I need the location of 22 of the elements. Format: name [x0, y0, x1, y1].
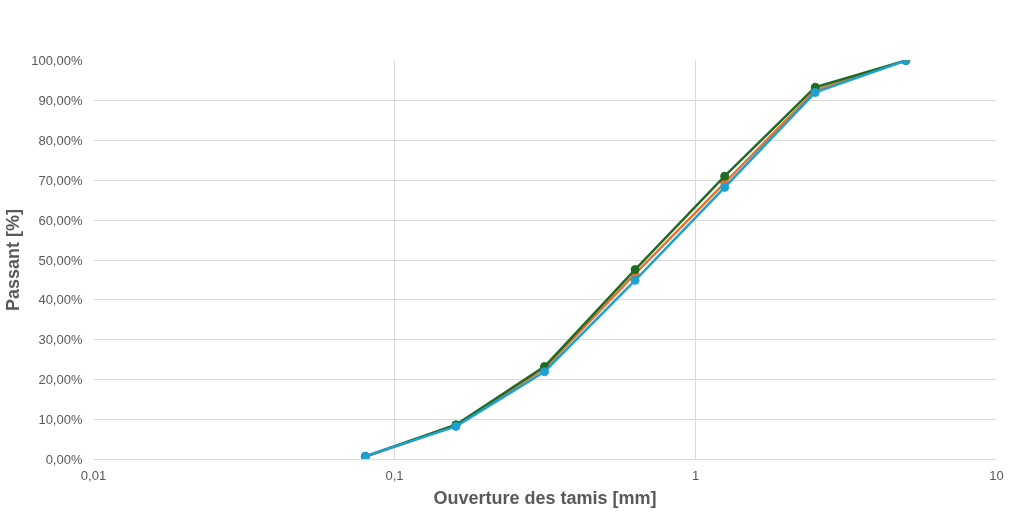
x-tick-label: 0,1 [385, 467, 404, 483]
point [720, 171, 730, 181]
y-tick-label: 0,00% [45, 452, 83, 467]
point [630, 265, 640, 275]
point [630, 275, 640, 285]
x-tick-label: 10 [989, 467, 1004, 483]
x-tick-label: 1 [691, 467, 700, 483]
y-tick-label: 60,00% [38, 212, 83, 228]
y-tick-label: 40,00% [38, 292, 83, 308]
x-axis-title: Ouverture des tamis [mm] [433, 487, 657, 508]
y-tick-label: 100,00% [31, 53, 83, 68]
y-tick-label: 90,00% [38, 92, 83, 108]
point [720, 182, 730, 192]
y-tick-label: 10,00% [38, 412, 83, 428]
y-tick-label: 80,00% [38, 132, 83, 148]
x-tick-label: 0,01 [80, 467, 107, 483]
y-tick-label: 20,00% [38, 372, 83, 388]
y-tick-label: 50,00% [38, 252, 83, 268]
y-tick-label: 30,00% [38, 332, 83, 348]
point [539, 367, 549, 377]
y-axis-title: Passant [%] [3, 208, 24, 312]
y-tick-label: 70,00% [38, 172, 83, 188]
